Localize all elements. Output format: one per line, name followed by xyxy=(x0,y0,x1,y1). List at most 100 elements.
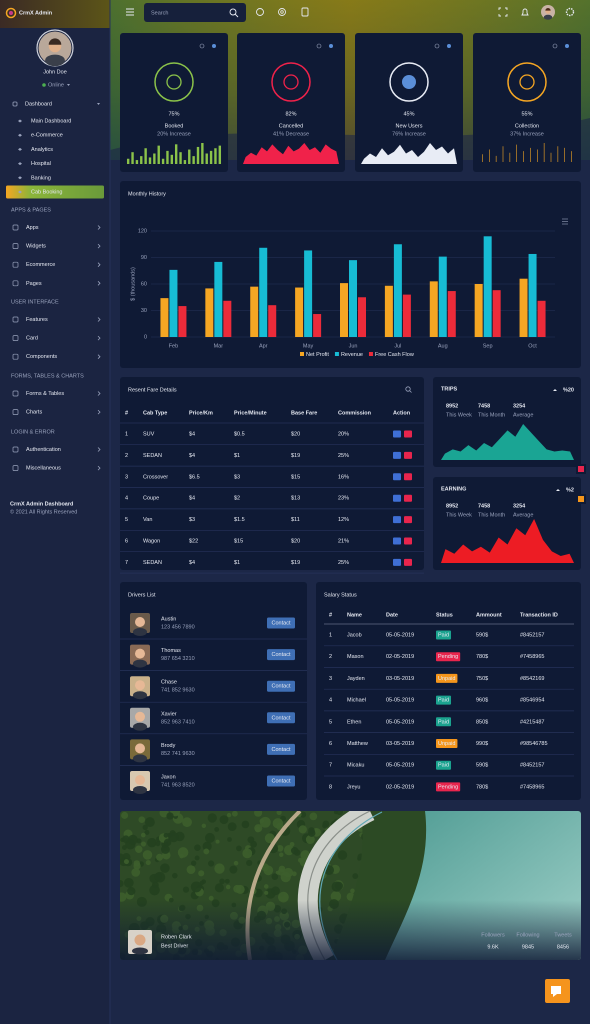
delete-button[interactable] xyxy=(404,516,412,524)
table-cell: $0.5 xyxy=(234,431,245,437)
table-cell: #7458965 xyxy=(520,654,544,660)
menu-icon xyxy=(12,390,19,397)
edit-button[interactable] xyxy=(393,451,401,459)
edit-button[interactable] xyxy=(393,494,401,502)
edit-button[interactable] xyxy=(393,516,401,524)
table-cell: Crossover xyxy=(143,474,168,480)
menu-icon xyxy=(12,316,19,323)
tree xyxy=(156,853,164,861)
driver-name: Thomas xyxy=(161,648,181,654)
bar xyxy=(474,284,483,337)
delete-button[interactable] xyxy=(404,473,412,481)
submenu-item[interactable]: Analytics xyxy=(31,147,53,153)
contact-button[interactable]: Contact xyxy=(267,617,295,629)
edit-button[interactable] xyxy=(393,537,401,545)
table-cell: 25% xyxy=(338,560,349,566)
menu-item[interactable]: Card xyxy=(26,336,38,342)
card-dot xyxy=(316,43,322,49)
edit-button[interactable] xyxy=(393,430,401,438)
edit-button[interactable] xyxy=(393,473,401,481)
menu-item[interactable]: Ecommerce xyxy=(26,262,55,268)
fullscreen-icon[interactable] xyxy=(498,7,508,17)
menu-icon xyxy=(12,335,19,341)
tree xyxy=(263,865,274,876)
driver-avatar-body xyxy=(133,754,147,763)
contact-button[interactable]: Contact xyxy=(267,712,295,724)
chevron-icon xyxy=(97,243,101,249)
delete-button[interactable] xyxy=(404,451,412,459)
table-cell: #4215487 xyxy=(520,719,544,725)
contact-button[interactable]: Contact xyxy=(267,775,295,787)
menu-item[interactable]: Widgets xyxy=(26,244,46,250)
tree xyxy=(235,884,245,894)
bell-icon[interactable] xyxy=(521,8,529,16)
spark-bar xyxy=(218,145,222,164)
menu-item-label: Dashboard xyxy=(25,101,52,107)
edit-button[interactable] xyxy=(393,558,401,566)
spark-bar xyxy=(205,153,208,164)
menu-item[interactable]: Forms & Tables xyxy=(26,391,64,397)
contact-button[interactable]: Contact xyxy=(267,743,295,755)
table-cell: 03-05-2019 xyxy=(386,676,414,682)
table-cell: 4 xyxy=(125,496,128,502)
table-cell: Coupe xyxy=(143,496,159,502)
tree xyxy=(144,829,150,835)
tree xyxy=(202,841,212,851)
table-cell: 03-05-2019 xyxy=(386,741,414,747)
submenu-item[interactable]: Hospital xyxy=(31,161,51,167)
spark-area xyxy=(441,424,574,460)
widget-title: EARNING xyxy=(441,486,466,492)
menu-item[interactable]: Pages xyxy=(26,281,42,287)
contact-button[interactable]: Contact xyxy=(267,680,295,692)
menu-item[interactable]: Features xyxy=(26,317,48,323)
search-icon[interactable] xyxy=(405,386,411,392)
menu-item[interactable]: Authentication xyxy=(26,447,61,453)
chat-icon[interactable] xyxy=(256,8,264,16)
stat-ring xyxy=(507,62,547,102)
tree xyxy=(283,867,294,878)
tree xyxy=(278,891,289,903)
profile-name: Roben Clark xyxy=(161,934,192,940)
table-cell: $20 xyxy=(291,431,300,437)
user-name: John Doe xyxy=(43,69,67,75)
table-cell: #8452157 xyxy=(520,632,544,638)
menu-item[interactable]: Charts xyxy=(26,410,42,416)
delete-button[interactable] xyxy=(404,494,412,502)
at-icon[interactable] xyxy=(278,8,286,16)
search-box[interactable] xyxy=(144,3,246,22)
widget-stat-value: 7458 xyxy=(478,503,490,509)
menu-item[interactable]: Miscellaneous xyxy=(26,466,61,472)
bar xyxy=(483,236,492,337)
settings-icon[interactable] xyxy=(565,7,575,17)
bar xyxy=(384,285,393,337)
bar xyxy=(447,291,456,337)
menu-item[interactable]: Components xyxy=(26,354,57,360)
delete-button[interactable] xyxy=(404,430,412,438)
delete-button[interactable] xyxy=(404,558,412,566)
menu-item[interactable]: Apps xyxy=(26,225,39,231)
delete-button[interactable] xyxy=(404,537,412,545)
submenu-item[interactable]: e-Commerce xyxy=(31,133,63,139)
submenu-item[interactable]: Cab Booking xyxy=(31,189,63,195)
table-cell: $4 xyxy=(189,560,195,566)
profile-stat-value: 8456 xyxy=(557,944,569,950)
tree xyxy=(208,895,214,901)
tree xyxy=(236,845,242,852)
status-badge xyxy=(436,695,452,705)
contact-button-label: Contact xyxy=(272,747,291,753)
section-heading: LOGIN & ERROR xyxy=(11,429,55,435)
submenu-item[interactable]: Main Dashboard xyxy=(31,118,71,124)
menu-icon xyxy=(12,243,19,249)
menu-item[interactable]: Dashboard xyxy=(12,101,52,107)
table-cell: 850$ xyxy=(476,719,488,725)
contact-button[interactable]: Contact xyxy=(267,649,295,661)
tree xyxy=(225,884,231,890)
contact-button-bg xyxy=(267,743,295,755)
clipboard-icon[interactable] xyxy=(301,7,309,17)
trend-icon xyxy=(553,389,557,391)
submenu-icon xyxy=(18,133,22,137)
table-cell: 3 xyxy=(329,676,332,682)
submenu-item[interactable]: Banking xyxy=(31,175,51,181)
stat-value: 82% xyxy=(285,111,296,117)
table-cell: 590$ xyxy=(476,632,488,638)
